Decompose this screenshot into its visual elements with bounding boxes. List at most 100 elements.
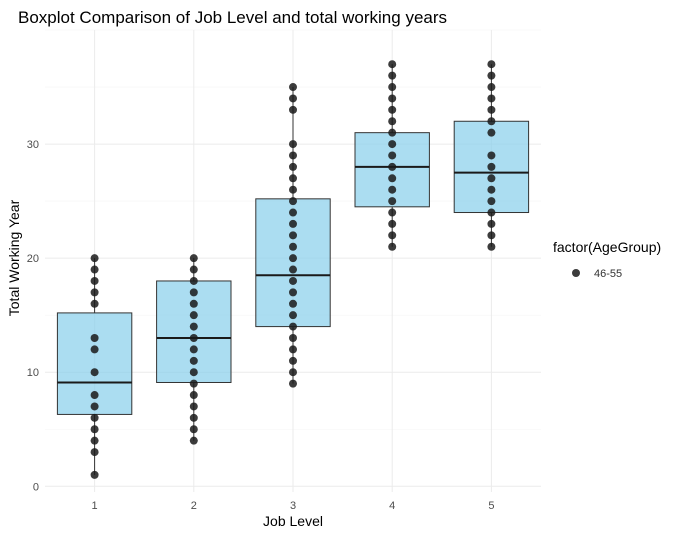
data-point [90, 254, 99, 263]
data-point [189, 311, 198, 320]
data-point [90, 448, 99, 457]
data-point [487, 219, 496, 228]
x-axis-label: Job Level [263, 513, 323, 529]
data-point [487, 83, 496, 92]
data-point [90, 368, 99, 377]
data-point [189, 379, 198, 388]
data-point [388, 162, 397, 171]
data-point [90, 345, 99, 354]
legend-entries: 46-55 [572, 268, 622, 280]
data-point [289, 356, 297, 365]
y-tick-label: 20 [27, 253, 39, 265]
data-point [189, 436, 198, 445]
data-point [388, 60, 397, 69]
data-point [90, 334, 99, 342]
data-point [388, 128, 397, 137]
data-point [90, 436, 99, 445]
data-point [487, 151, 496, 160]
points-layer [90, 60, 496, 479]
data-point [90, 276, 99, 285]
data-point [189, 413, 198, 422]
data-point [289, 140, 297, 149]
data-point [289, 288, 297, 297]
legend-label: 46-55 [594, 268, 622, 280]
data-point [189, 356, 198, 365]
data-point [388, 219, 397, 228]
data-point [90, 391, 99, 400]
x-tick-label: 3 [290, 500, 296, 512]
data-point [289, 231, 297, 240]
data-point [388, 231, 397, 240]
data-point [289, 368, 297, 377]
y-axis-ticks: 0 10 20 30 [27, 139, 39, 493]
data-point [289, 299, 297, 308]
data-point [289, 276, 297, 285]
data-point [289, 345, 297, 354]
data-point [90, 425, 99, 434]
data-point [289, 185, 297, 194]
data-point [289, 151, 297, 160]
data-point [289, 379, 297, 388]
y-axis-label: Total Working Year [6, 199, 22, 316]
data-point [487, 117, 496, 126]
data-point [289, 265, 297, 274]
data-point [90, 288, 99, 297]
data-point [189, 299, 198, 308]
box-group-2 [156, 258, 232, 441]
data-point [289, 334, 297, 342]
x-tick-label: 2 [191, 500, 197, 512]
data-point [388, 140, 397, 149]
data-point [388, 242, 397, 251]
data-point [90, 402, 99, 411]
data-point [189, 334, 198, 342]
data-point [388, 94, 397, 103]
data-point [90, 265, 99, 274]
data-point [289, 197, 297, 206]
data-point [388, 117, 397, 126]
data-point [189, 391, 198, 400]
data-point [487, 185, 496, 194]
x-tick-label: 4 [389, 500, 395, 512]
data-point [487, 71, 496, 80]
data-point [487, 128, 496, 137]
data-point [388, 83, 397, 92]
data-point [189, 322, 198, 331]
data-point [289, 94, 297, 103]
legend-key [572, 269, 580, 277]
data-point [90, 470, 99, 479]
data-point [289, 174, 297, 183]
legend-title: factor(AgeGroup) [553, 239, 661, 255]
data-point [289, 219, 297, 228]
data-point [487, 242, 496, 251]
data-point [189, 276, 198, 285]
data-point [487, 197, 496, 206]
data-point [487, 60, 496, 69]
box [156, 280, 232, 383]
data-point [189, 265, 198, 274]
data-point [189, 254, 198, 263]
legend: factor(AgeGroup) 46-55 [553, 239, 661, 280]
data-point [388, 174, 397, 183]
data-point [90, 299, 99, 308]
data-point [189, 402, 198, 411]
box [56, 312, 133, 415]
x-tick-label: 5 [488, 500, 494, 512]
data-point [289, 242, 297, 251]
data-point [487, 174, 496, 183]
data-point [388, 71, 397, 80]
data-point [487, 162, 496, 171]
data-point [388, 197, 397, 206]
y-tick-label: 10 [27, 367, 39, 379]
chart-title: Boxplot Comparison of Job Level and tota… [18, 8, 447, 27]
data-point [487, 94, 496, 103]
data-point [388, 105, 397, 114]
data-point [388, 208, 397, 217]
data-point [189, 425, 198, 434]
x-tick-label: 1 [92, 500, 98, 512]
data-point [388, 185, 397, 194]
data-point [289, 105, 297, 114]
data-point [189, 288, 198, 297]
data-point [289, 311, 297, 320]
data-point [487, 231, 496, 240]
